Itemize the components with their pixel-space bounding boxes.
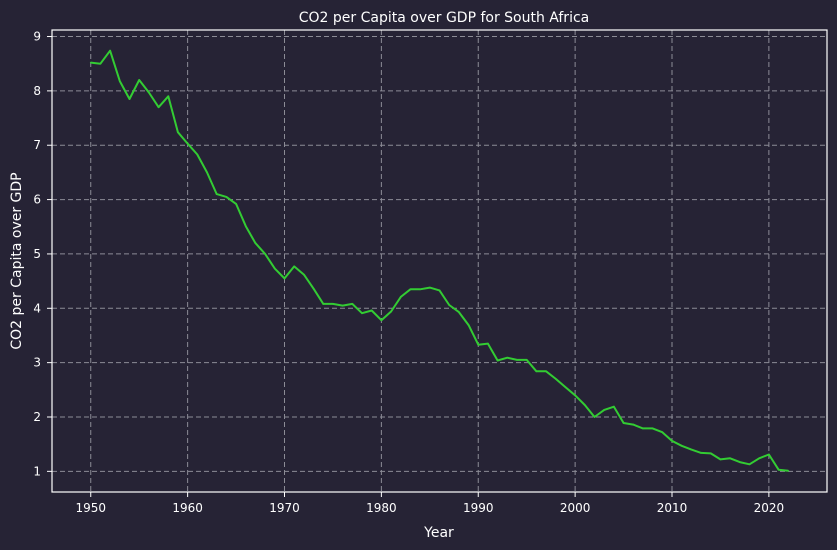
data-point [390,310,392,313]
data-point [787,470,790,472]
data-point [293,265,295,268]
data-point [235,203,237,205]
y-tick-label: 3 [33,356,41,370]
data-point [429,286,431,289]
data-point [671,440,673,442]
data-point [506,356,509,359]
x-tick-label: 1970 [269,501,300,515]
data-point [215,193,218,195]
y-axis-label: CO2 per Capita over GDP [9,172,25,349]
y-tick-label: 5 [33,247,41,261]
data-point [535,370,538,373]
data-point [438,289,441,292]
data-point [642,427,644,430]
data-point [613,405,615,408]
data-point [700,452,702,454]
x-tick-label: 2010 [657,501,688,515]
data-point [322,303,325,305]
x-tick-label: 2000 [560,501,591,515]
y-tick-label: 2 [33,410,41,424]
data-point [264,253,266,255]
data-point [167,95,170,98]
data-point [128,98,131,100]
data-point [399,296,402,298]
data-point [119,80,121,82]
data-point [739,461,741,463]
data-point [196,153,199,156]
data-point [225,196,228,198]
x-tick-label: 2020 [754,501,785,515]
x-tick-label: 1960 [172,501,203,515]
data-point [361,312,363,314]
data-point [487,342,489,345]
data-point [157,106,160,108]
data-point [622,422,625,424]
data-point [138,79,140,81]
data-point [545,370,547,373]
y-tick-label: 9 [33,30,41,44]
data-point [206,171,208,174]
x-tick-label: 1950 [75,501,106,515]
data-point [709,452,712,455]
data-point [254,242,257,244]
data-point [148,91,150,94]
data-point [719,458,722,461]
data-point [564,386,567,388]
data-point [584,404,586,406]
data-point [603,409,605,411]
data-point [244,225,247,228]
data-point [274,267,276,270]
data-point [768,453,770,456]
data-point [690,448,693,451]
data-point [419,288,421,291]
data-point [177,131,179,133]
data-point [332,303,334,305]
plot-frame [51,29,828,493]
data-point [186,142,189,145]
data-point [409,288,412,291]
data-point [351,303,354,305]
x-tick-label: 1980 [366,501,397,515]
data-point [777,468,780,471]
data-point [574,394,576,397]
y-tick-label: 7 [33,138,41,152]
data-point [89,61,92,64]
data-point [632,423,635,426]
data-point [370,309,373,312]
data-point [758,457,760,460]
data-point [496,359,499,362]
x-tick-label: 1990 [463,501,494,515]
data-point [651,427,654,430]
y-tick-label: 4 [33,301,41,315]
grid [52,30,827,492]
data-point [458,311,460,313]
data-point [312,287,315,290]
data-point [99,62,102,65]
data-point [525,359,528,361]
data-point [467,324,470,326]
data-point [593,416,596,418]
data-point [554,378,557,380]
data-point [303,273,305,276]
y-tick-label: 1 [33,464,41,478]
data-point [680,445,683,447]
data-point [283,277,286,280]
x-axis-label: Year [423,525,454,541]
data-point [448,304,450,306]
data-point [729,457,731,460]
chart-title: CO2 per Capita over GDP for South Africa [299,10,589,26]
data-point [477,343,480,346]
data-point [109,49,111,52]
series-layer [89,49,790,472]
data-point [516,359,518,361]
series-line [90,49,789,472]
data-point [380,319,383,322]
data-point [341,304,344,307]
y-tick-label: 6 [33,193,41,207]
data-point [661,431,664,434]
y-tick-label: 8 [33,84,41,98]
data-point [748,463,751,466]
axis-ticks: 1950 1960 1970 1980 1990 2000 2010 2020 1 2 3 4 5 6 7 8… [33,30,784,515]
